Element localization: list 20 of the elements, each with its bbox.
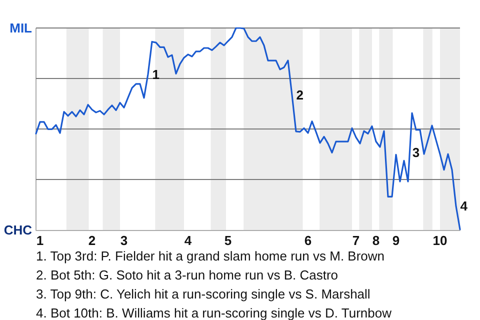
text: 4. Bot 10th: B. Williams hit a run-scoring single vs D. Turnbow bbox=[36, 306, 392, 320]
x-tick-label: 2 bbox=[88, 233, 96, 248]
annotation: 1 bbox=[152, 66, 160, 82]
annotation: 3 bbox=[412, 145, 420, 160]
text: 4 bbox=[460, 198, 468, 214]
text: CHC bbox=[4, 222, 33, 238]
annotation: 2 bbox=[296, 88, 304, 103]
x-tick-label: 9 bbox=[392, 233, 400, 248]
x-tick-label: 10 bbox=[432, 233, 448, 248]
x-tick-label: 4 bbox=[184, 233, 192, 248]
x-tick-label: 1 bbox=[36, 233, 44, 248]
x-tick-label: 7 bbox=[352, 233, 360, 248]
text: 3. Top 9th: C. Yelich hit a run-scoring single vs S. Marshall bbox=[36, 286, 370, 302]
text: 2. Bot 5th: G. Soto hit a 3-run home run vs B. Castro bbox=[36, 268, 338, 282]
x-tick-label: 6 bbox=[304, 233, 312, 248]
x-tick-label: 8 bbox=[372, 233, 380, 248]
text: 1. Top 3rd: P. Fielder hit a grand slam home run vs M. Brown bbox=[36, 248, 385, 264]
x-tick-label: 3 bbox=[120, 233, 128, 248]
x-tick-label: 5 bbox=[224, 233, 232, 248]
text: MIL bbox=[10, 20, 32, 36]
